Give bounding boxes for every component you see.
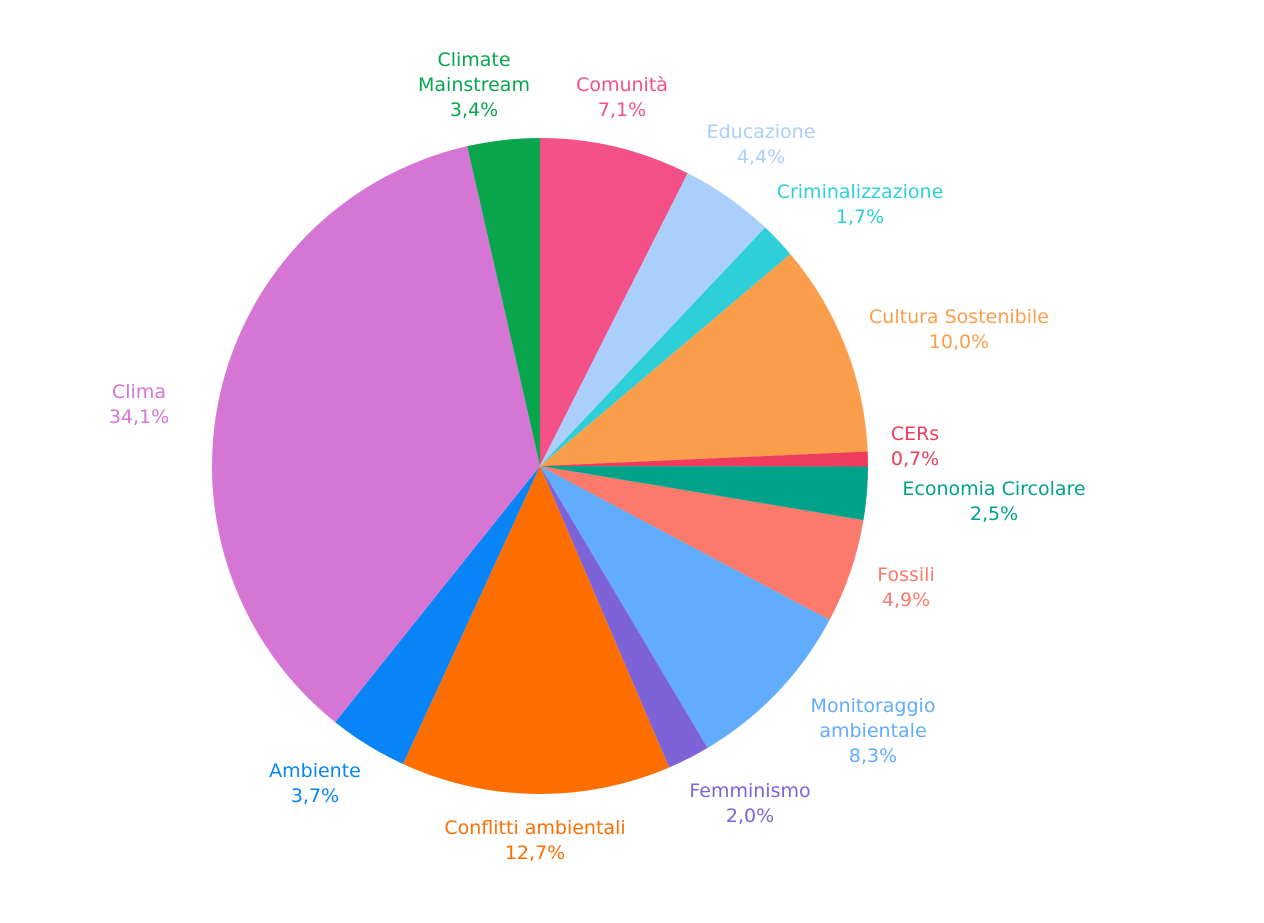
pie-slice xyxy=(402,466,670,794)
slice-value-label: 4,4% xyxy=(737,146,785,168)
slice-label: Fossili 4,9% xyxy=(877,564,935,611)
slice-label: Climate Mainstream 3,4% xyxy=(418,49,530,121)
slice-label: Cultura Sostenibile 10,0% xyxy=(869,306,1049,353)
slice-name-label: Climate xyxy=(437,49,510,71)
slice-name-label: Economia Circolare xyxy=(902,478,1085,500)
slice-label: Monitoraggio ambientale 8,3% xyxy=(811,695,936,767)
slice-value-label: 3,4% xyxy=(450,99,498,121)
pie-slice xyxy=(335,466,540,765)
pie-slice xyxy=(467,138,540,466)
slice-name-label: ambientale xyxy=(819,720,926,742)
pie-slices xyxy=(211,138,869,794)
slice-value-label: 12,7% xyxy=(505,842,565,864)
slice-name-label: Fossili xyxy=(877,564,935,586)
pie-slice xyxy=(540,466,830,748)
slice-value-label: 8,3% xyxy=(849,745,897,767)
slice-name-label: Monitoraggio xyxy=(811,695,936,717)
pie-slice xyxy=(540,138,688,466)
pie-slice xyxy=(540,173,766,466)
slice-label: Clima 34,1% xyxy=(109,381,169,428)
pie-slice xyxy=(540,451,869,467)
slice-value-label: 3,7% xyxy=(291,785,339,807)
pie-slice xyxy=(540,466,868,521)
pie-slice xyxy=(540,466,708,768)
slice-name-label: Conflitti ambientali xyxy=(444,817,625,839)
slice-name-label: Criminalizzazione xyxy=(777,181,944,203)
pie-slice xyxy=(540,466,864,620)
slice-name-label: CERs xyxy=(891,423,939,445)
slice-name-label: Femminismo xyxy=(689,780,810,802)
slice-name-label: Educazione xyxy=(707,121,816,143)
slice-value-label: 7,1% xyxy=(598,99,646,121)
slice-value-label: 34,1% xyxy=(109,406,169,428)
slice-value-label: 1,7% xyxy=(836,206,884,228)
slice-name-label: Cultura Sostenibile xyxy=(869,306,1049,328)
slice-label: Ambiente 3,7% xyxy=(269,760,361,807)
slice-name-label: Clima xyxy=(112,381,166,403)
slice-value-label: 4,9% xyxy=(882,589,930,611)
pie-slice xyxy=(211,146,541,723)
slice-value-label: 2,0% xyxy=(726,805,774,827)
slice-name-label: Comunità xyxy=(576,74,668,96)
slice-name-label: Ambiente xyxy=(269,760,361,782)
slice-label: CERs 0,7% xyxy=(891,423,939,470)
pie-slice xyxy=(540,227,791,466)
pie-labels: Comunità 7,1% Educazione 4,4% Criminalizzazi… xyxy=(109,49,1086,864)
slice-value-label: 0,7% xyxy=(891,448,939,470)
slice-name-label: Mainstream xyxy=(418,74,530,96)
slice-label: Femminismo 2,0% xyxy=(689,780,810,827)
slice-label: Economia Circolare 2,5% xyxy=(902,478,1085,525)
slice-label: Comunità 7,1% xyxy=(576,74,668,121)
slice-label: Conflitti ambientali 12,7% xyxy=(444,817,625,864)
slice-label: Educazione 4,4% xyxy=(707,121,816,168)
slice-label: Criminalizzazione 1,7% xyxy=(777,181,944,228)
slice-value-label: 2,5% xyxy=(970,503,1018,525)
pie-slice xyxy=(540,254,868,466)
slice-value-label: 10,0% xyxy=(929,331,989,353)
